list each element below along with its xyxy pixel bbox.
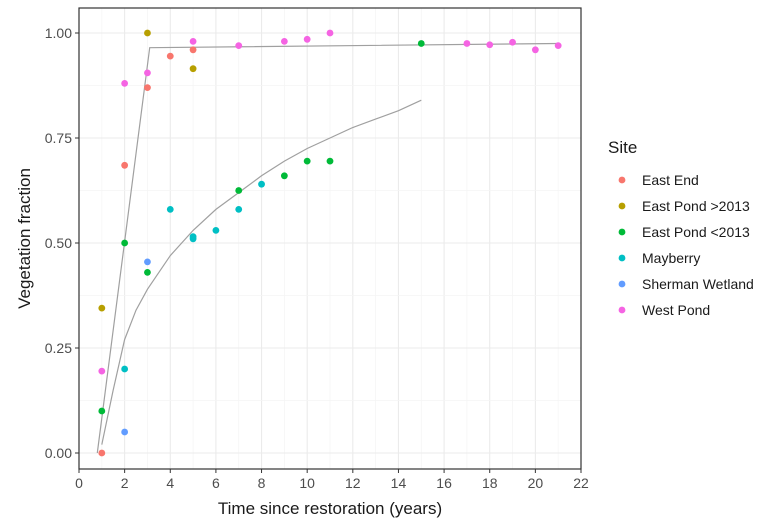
data-point: [98, 407, 106, 415]
x-tick-label: 2: [121, 475, 129, 491]
data-points: [98, 29, 562, 457]
data-point: [486, 41, 494, 49]
data-point: [144, 29, 151, 37]
data-point: [121, 239, 129, 247]
legend-key: [618, 306, 626, 314]
data-point: [280, 172, 288, 180]
y-tick-label: 0.50: [45, 235, 72, 251]
y-axis-title: Vegetation fraction: [15, 168, 34, 309]
data-point: [121, 80, 129, 87]
x-tick-label: 6: [212, 475, 220, 491]
data-point: [121, 365, 129, 373]
y-axis-ticks: 0.00 0.25 0.50 0.75 1.00: [45, 25, 79, 461]
x-tick-label: 4: [166, 475, 174, 491]
legend-key: [618, 176, 626, 184]
fit-lines: [96, 42, 559, 454]
y-tick-label: 1.00: [45, 25, 72, 41]
data-point: [235, 206, 243, 213]
data-point: [463, 40, 471, 47]
legend-label: East End: [642, 172, 699, 188]
data-point: [326, 157, 334, 165]
legend-label: West Pond: [642, 302, 710, 318]
data-point: [189, 65, 197, 73]
data-point: [121, 428, 129, 436]
legend-label: Sherman Wetland: [642, 276, 754, 292]
data-point: [509, 38, 516, 46]
data-point: [417, 40, 425, 47]
y-tick-label: 0.25: [45, 340, 72, 356]
legend-key: [618, 202, 626, 210]
data-point: [554, 42, 562, 49]
x-tick-label: 14: [391, 475, 407, 491]
legend-label: East Pond >2013: [642, 198, 750, 214]
y-tick-label: 0.00: [45, 445, 72, 461]
x-tick-label: 8: [258, 475, 266, 491]
y-tick-label: 0.75: [45, 130, 72, 146]
plot-panel-border: [78, 7, 582, 470]
legend-key: [618, 228, 626, 236]
legend-title: Site: [608, 138, 637, 157]
legend: East End East Pond >2013 East Pond <2013 Ma…: [618, 172, 754, 318]
data-point: [189, 38, 197, 45]
x-tick-label: 22: [573, 475, 589, 491]
data-point: [166, 206, 174, 213]
data-point: [303, 157, 311, 165]
data-point: [121, 161, 129, 169]
x-axis-ticks: 0 2 4 6 8 10 12 14 16 18 20 22: [75, 469, 589, 491]
x-tick-label: 20: [528, 475, 544, 491]
x-axis-title: Time since restoration (years): [218, 499, 442, 518]
data-point: [189, 235, 197, 243]
legend-key: [618, 254, 626, 262]
legend-key: [618, 280, 626, 288]
data-point: [326, 29, 334, 37]
data-point: [235, 42, 243, 49]
x-tick-label: 10: [299, 475, 315, 491]
x-tick-label: 12: [345, 475, 361, 491]
x-tick-label: 0: [75, 475, 83, 491]
data-point: [144, 258, 151, 266]
data-point: [303, 35, 311, 43]
data-point: [144, 69, 151, 77]
fit-line: [96, 42, 559, 454]
data-point: [531, 46, 539, 54]
data-point: [235, 187, 243, 194]
data-point: [189, 46, 197, 54]
legend-label: Mayberry: [642, 250, 700, 266]
data-point: [98, 367, 106, 375]
data-point: [144, 84, 151, 91]
data-point: [280, 38, 288, 45]
data-point: [98, 449, 106, 457]
legend-label: East Pond <2013: [642, 224, 750, 240]
data-point: [98, 304, 106, 312]
data-point: [212, 227, 220, 234]
x-tick-label: 18: [482, 475, 498, 491]
x-tick-label: 16: [436, 475, 452, 491]
data-point: [144, 269, 151, 276]
data-point: [166, 52, 174, 60]
data-point: [258, 180, 265, 188]
grid: [78, 8, 582, 469]
